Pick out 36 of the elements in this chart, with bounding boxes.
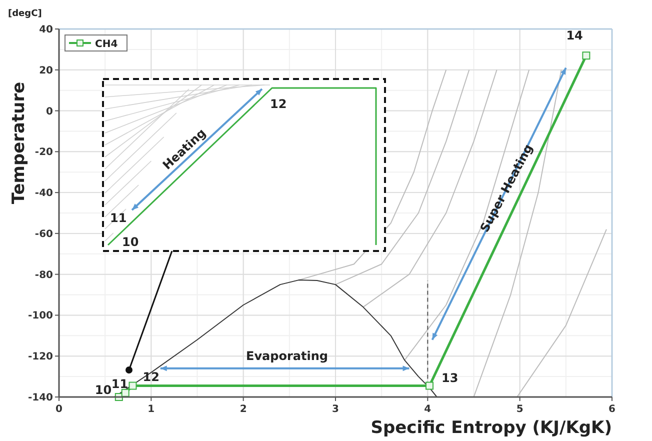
annotation: 12 [142, 370, 160, 384]
text: [degC] [8, 9, 42, 19]
annotation: 10 [122, 235, 139, 249]
y-tick-label: -80 [34, 270, 54, 281]
annotation: 11 [110, 211, 127, 225]
x-tick-label: 1 [148, 404, 155, 415]
x-tick-label: 2 [240, 404, 247, 415]
x-tick-label: 5 [516, 404, 524, 415]
annotation: 12 [270, 97, 287, 111]
line-series [298, 69, 447, 281]
annotation: 14 [566, 28, 583, 43]
annotation: Evaporating [246, 349, 328, 363]
y-tick-label: 20 [39, 65, 54, 76]
x-tick-label: 4 [424, 404, 432, 415]
x-tick-label: 3 [332, 404, 340, 415]
x-tick-label: 0 [56, 404, 63, 415]
point [426, 382, 434, 390]
y-tick-label: -140 [28, 392, 54, 404]
y-tick-label: -100 [28, 310, 54, 322]
x-axis-title: Specific Entropy (KJ/KgK) [370, 418, 612, 438]
point [121, 388, 130, 397]
y-tick-label: -120 [28, 352, 54, 363]
annotation: 11 [111, 376, 128, 391]
point [128, 382, 137, 390]
legend-label: CH4 [95, 39, 118, 50]
y-tick-label: 0 [46, 106, 54, 118]
point [582, 52, 590, 60]
line-series [335, 69, 470, 286]
y-tick-label: -60 [34, 228, 54, 240]
y-axis-title: Temperature [9, 82, 29, 204]
y-tick-label: -40 [34, 188, 54, 200]
y-tick-label: 40 [39, 24, 54, 36]
y-tick-label: -20 [34, 147, 54, 158]
annotation: 13 [442, 370, 458, 385]
x-tick-label: 6 [608, 404, 616, 415]
annotation: 10 [94, 383, 112, 397]
